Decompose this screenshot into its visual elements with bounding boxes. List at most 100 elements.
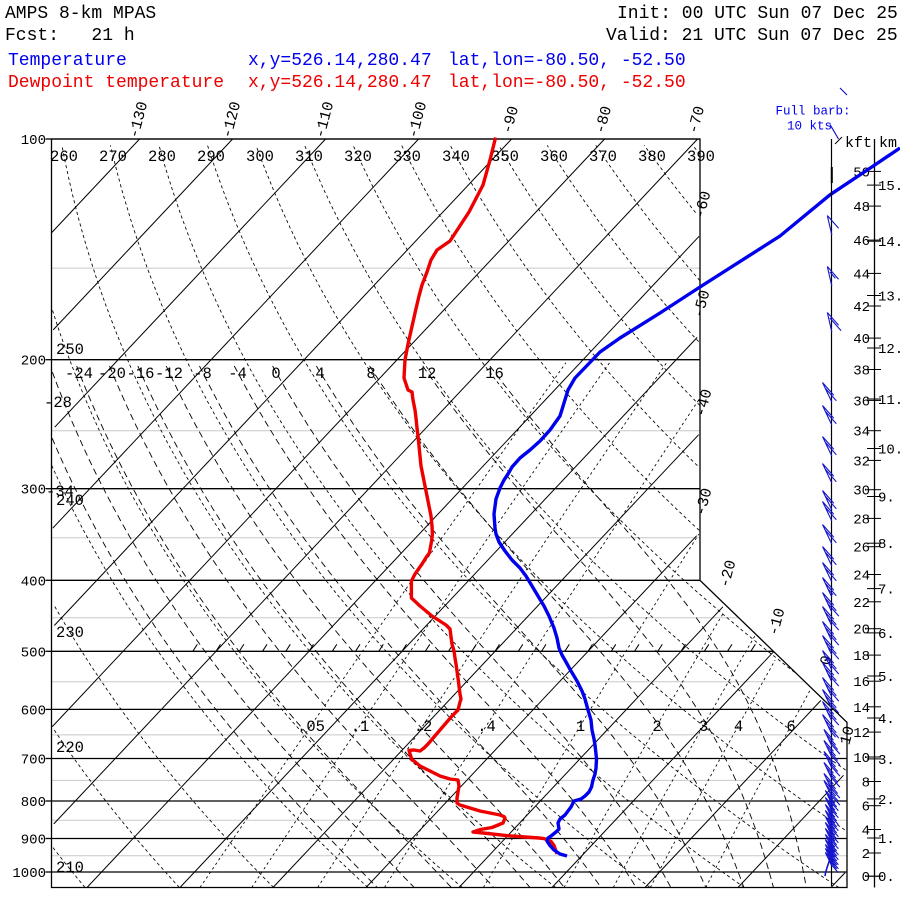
svg-text:44: 44 bbox=[853, 267, 870, 283]
svg-text:Temperature: Temperature bbox=[8, 51, 127, 71]
svg-text:15.: 15. bbox=[878, 179, 900, 195]
svg-text:230: 230 bbox=[56, 624, 84, 642]
svg-text:6: 6 bbox=[862, 800, 870, 816]
svg-text:6.: 6. bbox=[878, 627, 895, 643]
svg-text:x,y=526.14,280.47: x,y=526.14,280.47 bbox=[248, 51, 432, 71]
svg-text:290: 290 bbox=[197, 148, 225, 166]
svg-text:250: 250 bbox=[56, 341, 84, 359]
svg-text:4: 4 bbox=[862, 824, 870, 840]
svg-text:10.: 10. bbox=[878, 443, 900, 459]
svg-text:260: 260 bbox=[50, 148, 78, 166]
svg-text:12: 12 bbox=[853, 726, 870, 742]
svg-text:2.: 2. bbox=[878, 793, 895, 809]
svg-text:330: 330 bbox=[393, 148, 421, 166]
svg-text:km: km bbox=[879, 135, 897, 152]
svg-text:-20: -20 bbox=[98, 365, 126, 383]
svg-text:11.: 11. bbox=[878, 393, 900, 409]
svg-text:8: 8 bbox=[862, 776, 870, 792]
svg-text:0.: 0. bbox=[878, 870, 895, 886]
svg-text:Full barb:: Full barb: bbox=[776, 105, 851, 119]
svg-text:-4: -4 bbox=[228, 365, 247, 383]
svg-text:.1: .1 bbox=[351, 718, 370, 736]
svg-text:8.: 8. bbox=[878, 537, 895, 553]
svg-text:0: 0 bbox=[271, 365, 280, 383]
svg-text:370: 370 bbox=[589, 148, 617, 166]
svg-text:Valid: 21 UTC Sun 07 Dec 25: Valid: 21 UTC Sun 07 Dec 25 bbox=[606, 26, 898, 46]
svg-text:4: 4 bbox=[734, 718, 743, 736]
svg-text:10: 10 bbox=[853, 751, 870, 767]
svg-text:32: 32 bbox=[853, 454, 870, 470]
svg-text:10 kts: 10 kts bbox=[787, 120, 832, 134]
svg-text:-28: -28 bbox=[44, 394, 72, 412]
svg-text:280: 280 bbox=[148, 148, 176, 166]
svg-text:.4: .4 bbox=[477, 718, 496, 736]
svg-text:3.: 3. bbox=[878, 753, 895, 769]
svg-text:4: 4 bbox=[315, 365, 324, 383]
svg-text:48: 48 bbox=[853, 200, 870, 216]
svg-text:320: 320 bbox=[344, 148, 372, 166]
svg-text:300: 300 bbox=[21, 483, 46, 499]
svg-text:24: 24 bbox=[853, 569, 870, 585]
svg-text:40: 40 bbox=[853, 332, 870, 348]
svg-text:kft: kft bbox=[845, 135, 872, 152]
svg-text:30: 30 bbox=[853, 484, 870, 500]
svg-text:380: 380 bbox=[638, 148, 666, 166]
svg-text:x,y=526.14,280.47: x,y=526.14,280.47 bbox=[248, 73, 432, 93]
svg-text:3: 3 bbox=[699, 718, 708, 736]
svg-text:-8: -8 bbox=[193, 365, 212, 383]
svg-text:240: 240 bbox=[56, 492, 84, 510]
svg-text:220: 220 bbox=[56, 739, 84, 757]
svg-text:900: 900 bbox=[21, 833, 46, 849]
svg-text:Init: 00 UTC Sun 07 Dec 25: Init: 00 UTC Sun 07 Dec 25 bbox=[617, 4, 898, 24]
svg-text:.05: .05 bbox=[297, 718, 325, 736]
svg-text:310: 310 bbox=[295, 148, 323, 166]
svg-text:800: 800 bbox=[21, 795, 46, 811]
svg-text:22: 22 bbox=[853, 596, 870, 612]
svg-text:300: 300 bbox=[246, 148, 274, 166]
svg-text:2: 2 bbox=[652, 718, 661, 736]
svg-text:-16: -16 bbox=[127, 365, 155, 383]
svg-text:AMPS 8-km MPAS: AMPS 8-km MPAS bbox=[5, 4, 156, 24]
svg-text:390: 390 bbox=[687, 148, 715, 166]
svg-text:600: 600 bbox=[21, 703, 46, 719]
svg-text:lat,lon=-80.50, -52.50: lat,lon=-80.50, -52.50 bbox=[448, 51, 686, 71]
svg-text:42: 42 bbox=[853, 300, 870, 316]
svg-text:34: 34 bbox=[853, 425, 870, 441]
svg-text:270: 270 bbox=[99, 148, 127, 166]
svg-text:400: 400 bbox=[21, 574, 46, 590]
svg-text:210: 210 bbox=[56, 859, 84, 877]
svg-text:36: 36 bbox=[853, 394, 870, 410]
svg-text:18: 18 bbox=[853, 649, 870, 665]
svg-text:0: 0 bbox=[862, 870, 870, 886]
svg-text:340: 340 bbox=[442, 148, 470, 166]
svg-text:13.: 13. bbox=[878, 290, 900, 306]
svg-text:46: 46 bbox=[853, 234, 870, 250]
svg-text:360: 360 bbox=[540, 148, 568, 166]
svg-text:-24: -24 bbox=[65, 365, 93, 383]
svg-text:26: 26 bbox=[853, 541, 870, 557]
svg-text:4.: 4. bbox=[878, 712, 895, 728]
svg-text:500: 500 bbox=[21, 645, 46, 661]
svg-text:-34: -34 bbox=[46, 483, 74, 501]
svg-text:6: 6 bbox=[786, 718, 795, 736]
svg-text:700: 700 bbox=[21, 753, 46, 769]
svg-text:16: 16 bbox=[853, 675, 870, 691]
svg-text:10: 10 bbox=[837, 724, 859, 747]
svg-text:Dewpoint temperature: Dewpoint temperature bbox=[8, 73, 224, 93]
svg-text:2: 2 bbox=[862, 847, 870, 863]
svg-text:9.: 9. bbox=[878, 491, 895, 507]
svg-text:12.: 12. bbox=[878, 342, 900, 358]
svg-text:5.: 5. bbox=[878, 670, 895, 686]
svg-text:20: 20 bbox=[853, 623, 870, 639]
svg-text:1: 1 bbox=[576, 718, 585, 736]
svg-text:14.: 14. bbox=[878, 235, 900, 251]
svg-text:1.: 1. bbox=[878, 832, 895, 848]
svg-text:12: 12 bbox=[418, 365, 437, 383]
svg-text:1000: 1000 bbox=[12, 866, 46, 882]
svg-text:.2: .2 bbox=[414, 718, 433, 736]
svg-text:350: 350 bbox=[491, 148, 519, 166]
svg-text:38: 38 bbox=[853, 364, 870, 380]
svg-text:7.: 7. bbox=[878, 583, 895, 599]
svg-text:14: 14 bbox=[853, 701, 870, 717]
svg-text:8: 8 bbox=[366, 365, 375, 383]
